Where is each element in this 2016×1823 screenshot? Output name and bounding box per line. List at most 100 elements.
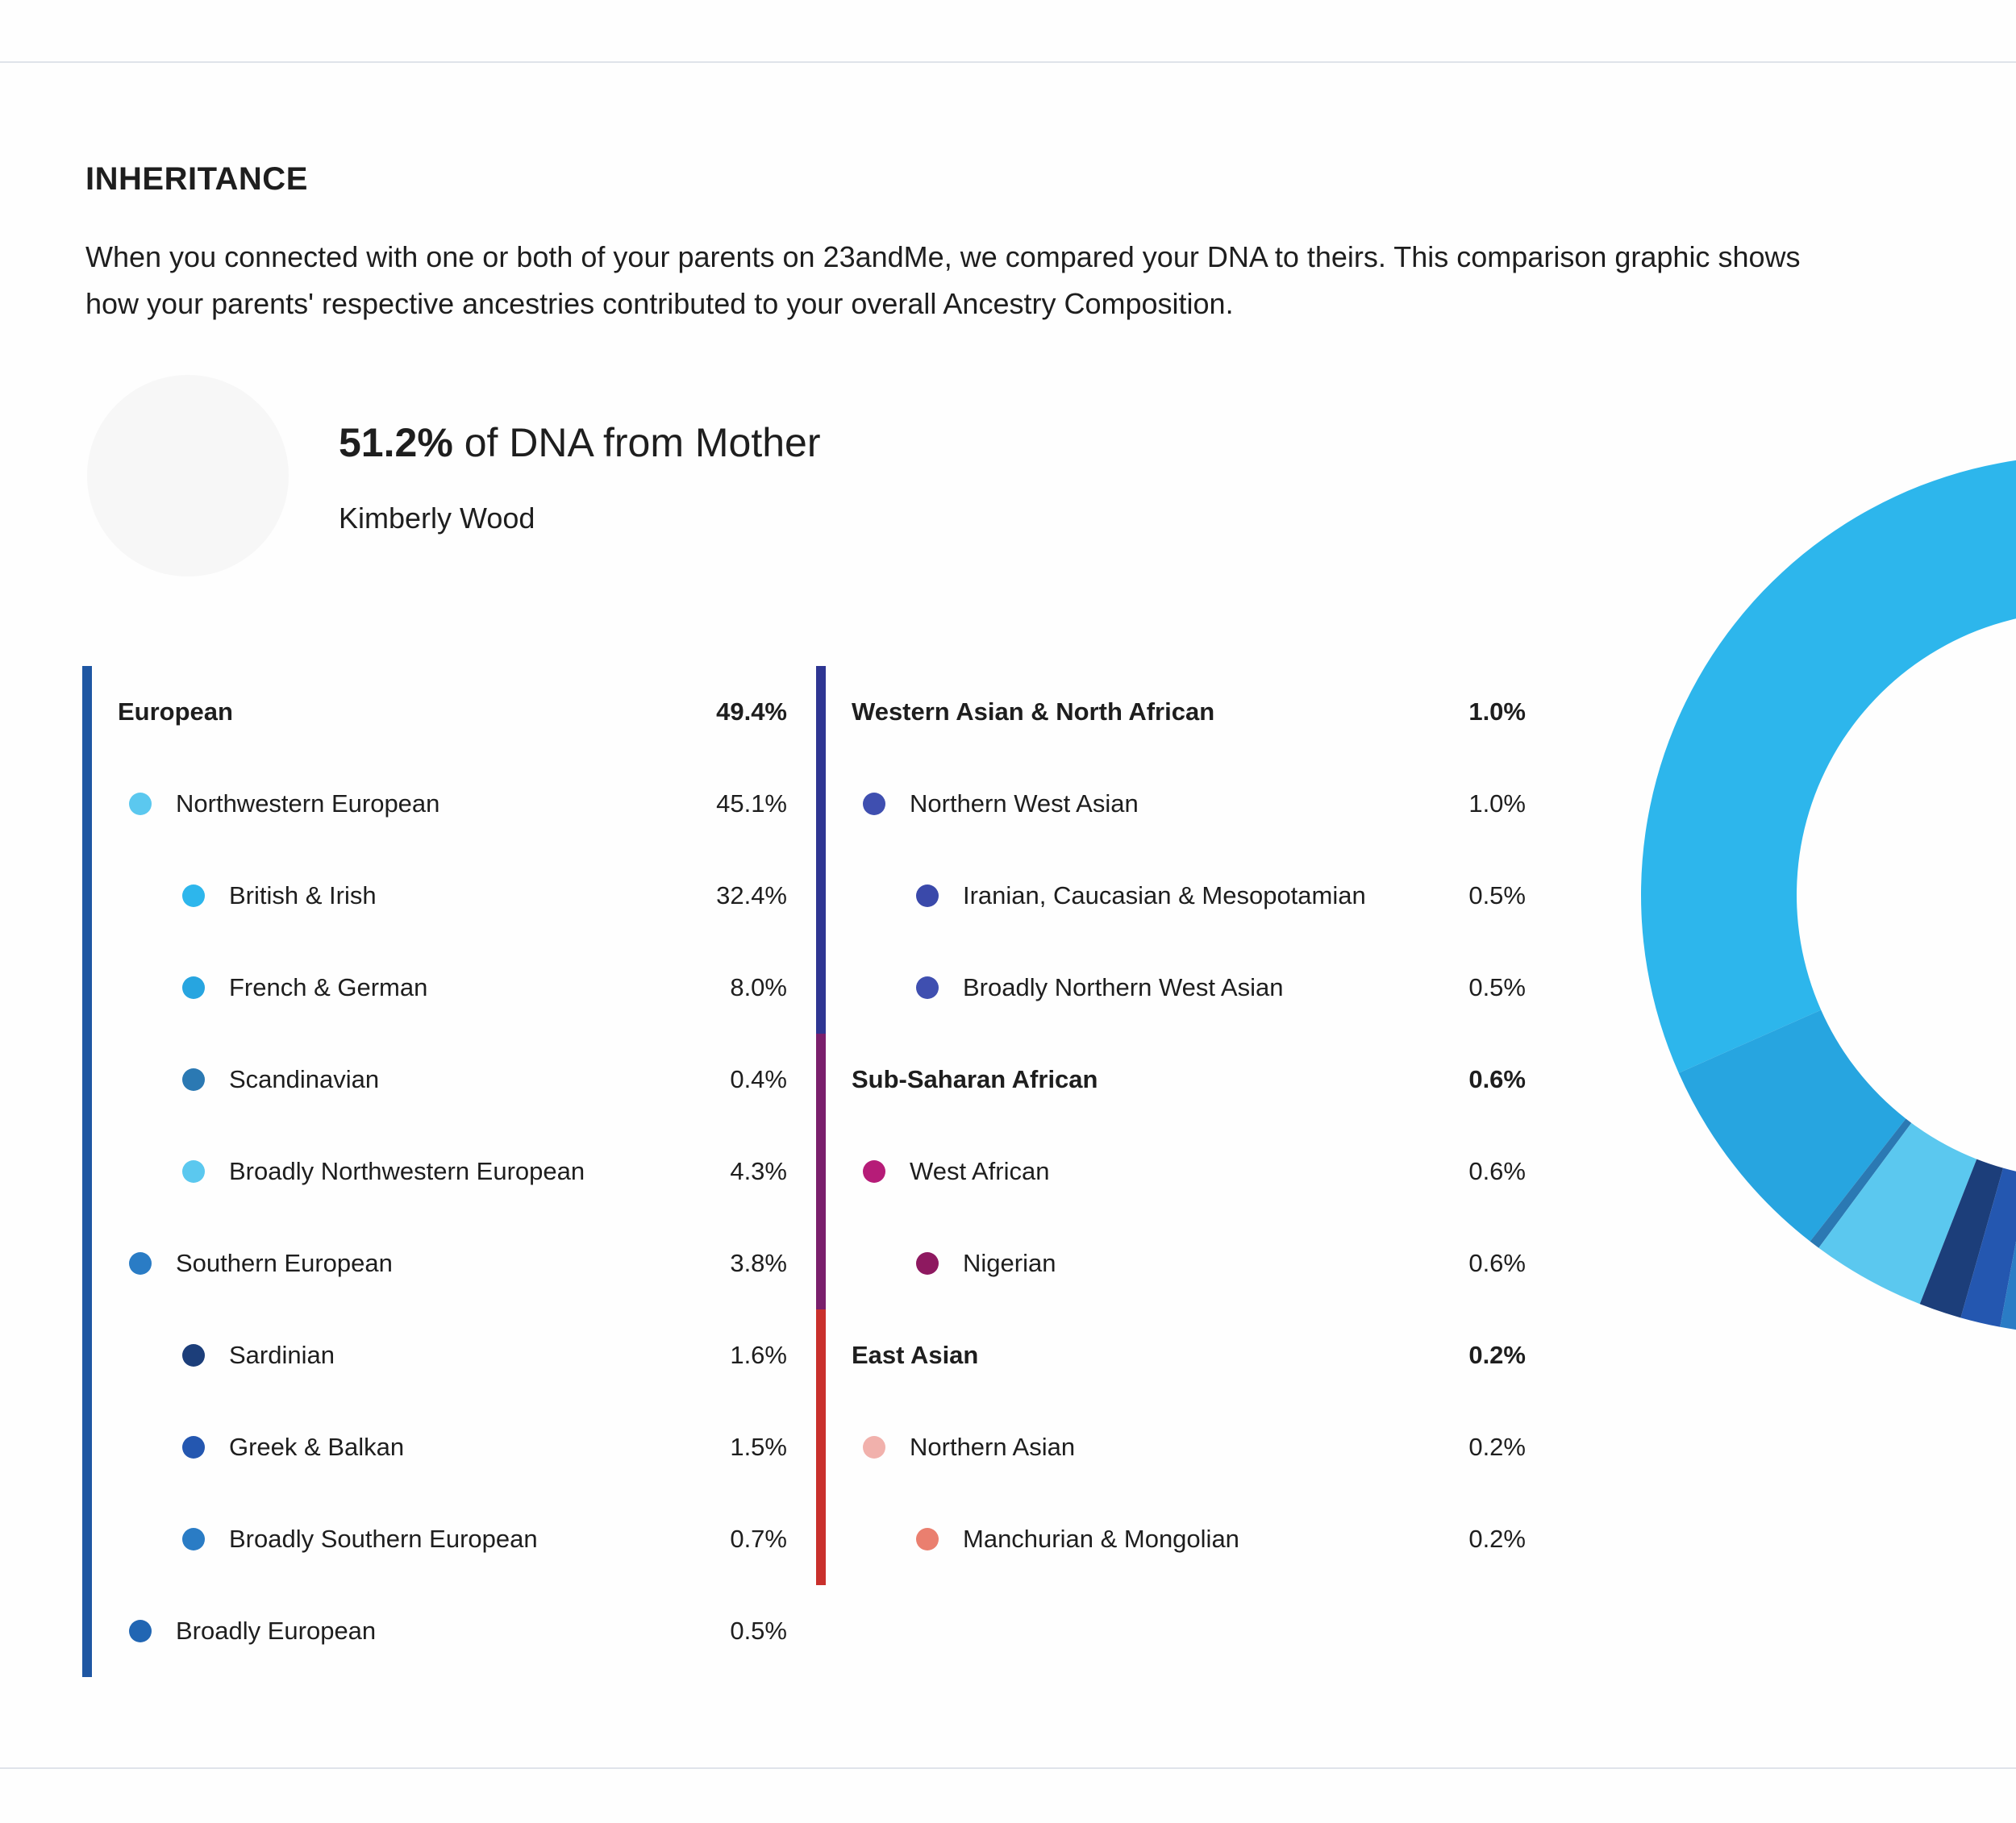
ancestry-percent: 4.3%: [730, 1157, 787, 1185]
ancestry-percent: 0.5%: [1468, 881, 1526, 909]
ancestry-row-sardinian[interactable]: Sardinian 1.6%: [118, 1309, 792, 1401]
mother-percent: 51.2%: [339, 420, 453, 465]
ancestry-label: Manchurian & Mongolian: [963, 1525, 1239, 1553]
group-percent: 49.4%: [716, 697, 787, 726]
bottom-divider: [0, 1767, 2016, 1769]
ancestry-label: Iranian, Caucasian & Mesopotamian: [963, 881, 1366, 909]
top-divider: [0, 61, 2016, 63]
color-dot-icon: [182, 1344, 205, 1367]
ancestry-group-western-asian-north-african: Western Asian & North African 1.0% Norther…: [816, 666, 1526, 1034]
ancestry-row-broadly-northern-west-asian[interactable]: Broadly Northern West Asian 0.5%: [852, 942, 1526, 1034]
section-title: INHERITANCE: [85, 161, 308, 197]
group-header: Sub-Saharan African 0.6%: [852, 1034, 1526, 1126]
ancestry-row-scandinavian[interactable]: Scandinavian 0.4%: [118, 1034, 792, 1126]
ancestry-row-greek-balkan[interactable]: Greek & Balkan 1.5%: [118, 1401, 792, 1493]
row-label-wrap: Northern West Asian: [852, 789, 1397, 818]
group-percent: 0.6%: [1468, 1065, 1526, 1093]
group-color-bar: [816, 1309, 826, 1585]
ancestry-row-west-african[interactable]: West African 0.6%: [852, 1126, 1526, 1217]
row-label-wrap: Sardinian: [118, 1341, 658, 1370]
row-label-wrap: Northern Asian: [852, 1433, 1397, 1462]
row-label-wrap: Broadly Southern European: [118, 1525, 658, 1554]
ancestry-row-iranian-caucasian-mesopotamian[interactable]: Iranian, Caucasian & Mesopotamian 0.5%: [852, 850, 1526, 942]
group-percent: 0.2%: [1468, 1341, 1526, 1369]
row-label-wrap: Iranian, Caucasian & Mesopotamian: [852, 881, 1397, 910]
ancestry-group-sub-saharan-african: Sub-Saharan African 0.6% West African 0.6% N…: [816, 1034, 1526, 1309]
ancestry-label: Greek & Balkan: [229, 1433, 405, 1461]
row-label-wrap: Northwestern European: [118, 789, 658, 818]
group-name: European: [118, 697, 233, 726]
ancestry-label: Northwestern European: [176, 789, 440, 818]
color-dot-icon: [863, 1436, 885, 1459]
color-dot-icon: [182, 1160, 205, 1183]
ancestry-row-nigerian[interactable]: Nigerian 0.6%: [852, 1217, 1526, 1309]
ancestry-row-broadly-northwestern-european[interactable]: Broadly Northwestern European 4.3%: [118, 1126, 792, 1217]
ancestry-row-british-irish[interactable]: British & Irish 32.4%: [118, 850, 792, 942]
ancestry-label: British & Irish: [229, 881, 377, 909]
ancestry-label: West African: [910, 1157, 1050, 1185]
group-name: Sub-Saharan African: [852, 1065, 1098, 1093]
color-dot-icon: [129, 793, 152, 815]
ancestry-group-european: European 49.4% Northwestern European 45.1% B…: [82, 666, 792, 1677]
row-label-wrap: Greek & Balkan: [118, 1433, 658, 1462]
group-name: Western Asian & North African: [852, 697, 1215, 726]
ancestry-column-left: European 49.4% Northwestern European 45.1% B…: [82, 666, 792, 1677]
donut-slice-british-irish: [1641, 460, 2016, 1073]
ancestry-row-northern-asian[interactable]: Northern Asian 0.2%: [852, 1401, 1526, 1493]
group-header: East Asian 0.2%: [852, 1309, 1526, 1401]
ancestry-percent: 32.4%: [716, 881, 787, 909]
ancestry-donut-chart: [1641, 460, 2016, 1330]
avatar: [87, 375, 289, 576]
ancestry-label: Sardinian: [229, 1341, 335, 1369]
ancestry-percent: 0.6%: [1468, 1157, 1526, 1185]
ancestry-percent: 1.0%: [1468, 789, 1526, 818]
ancestry-label: French & German: [229, 973, 428, 1001]
ancestry-row-northwestern-european[interactable]: Northwestern European 45.1%: [118, 758, 792, 850]
row-label-wrap: Broadly Northwestern European: [118, 1157, 658, 1186]
color-dot-icon: [182, 976, 205, 999]
color-dot-icon: [916, 884, 939, 907]
group-header: European 49.4%: [118, 666, 792, 758]
intro-text: When you connected with one or both of y…: [85, 240, 1801, 320]
donut-slice-sardinian: [1919, 1159, 2004, 1318]
ancestry-row-broadly-southern-european[interactable]: Broadly Southern European 0.7%: [118, 1493, 792, 1585]
ancestry-row-southern-european[interactable]: Southern European 3.8%: [118, 1217, 792, 1309]
ancestry-label: Northern Asian: [910, 1433, 1076, 1461]
ancestry-label: Northern West Asian: [910, 789, 1139, 818]
ancestry-percent: 0.5%: [730, 1617, 787, 1645]
row-label-wrap: Broadly Northern West Asian: [852, 973, 1397, 1002]
color-dot-icon: [129, 1620, 152, 1642]
group-header: Western Asian & North African 1.0%: [852, 666, 1526, 758]
ancestry-label: Broadly Northwestern European: [229, 1157, 585, 1185]
ancestry-label: Southern European: [176, 1249, 393, 1277]
ancestry-percent: 0.2%: [1468, 1433, 1526, 1461]
parent-name: Kimberly Wood: [339, 502, 535, 535]
color-dot-icon: [182, 1436, 205, 1459]
donut-slice-broadly-northwestern-european: [1818, 1122, 1977, 1305]
color-dot-icon: [182, 1528, 205, 1550]
donut-slice-french-german: [1678, 1009, 1906, 1242]
row-label-wrap: Nigerian: [852, 1249, 1397, 1278]
color-dot-icon: [863, 1160, 885, 1183]
ancestry-label: Broadly European: [176, 1617, 377, 1645]
ancestry-label: Nigerian: [963, 1249, 1056, 1277]
ancestry-row-french-german[interactable]: French & German 8.0%: [118, 942, 792, 1034]
color-dot-icon: [916, 976, 939, 999]
ancestry-label: Scandinavian: [229, 1065, 380, 1093]
ancestry-percent: 1.6%: [730, 1341, 787, 1369]
ancestry-row-broadly-european[interactable]: Broadly European 0.5%: [118, 1585, 792, 1677]
ancestry-row-manchurian-mongolian[interactable]: Manchurian & Mongolian 0.2%: [852, 1493, 1526, 1585]
ancestry-percent: 0.2%: [1468, 1525, 1526, 1553]
group-color-bar: [816, 666, 826, 1034]
group-percent: 1.0%: [1468, 697, 1526, 726]
row-label-wrap: Manchurian & Mongolian: [852, 1525, 1397, 1554]
ancestry-label: Broadly Southern European: [229, 1525, 538, 1553]
ancestry-percent: 8.0%: [730, 973, 787, 1001]
color-dot-icon: [182, 1068, 205, 1091]
ancestry-percent: 0.5%: [1468, 973, 1526, 1001]
heading-text: of DNA from Mother: [464, 420, 821, 465]
row-label-wrap: French & German: [118, 973, 658, 1002]
ancestry-row-northern-west-asian[interactable]: Northern West Asian 1.0%: [852, 758, 1526, 850]
row-label-wrap: West African: [852, 1157, 1397, 1186]
ancestry-percent: 3.8%: [730, 1249, 787, 1277]
